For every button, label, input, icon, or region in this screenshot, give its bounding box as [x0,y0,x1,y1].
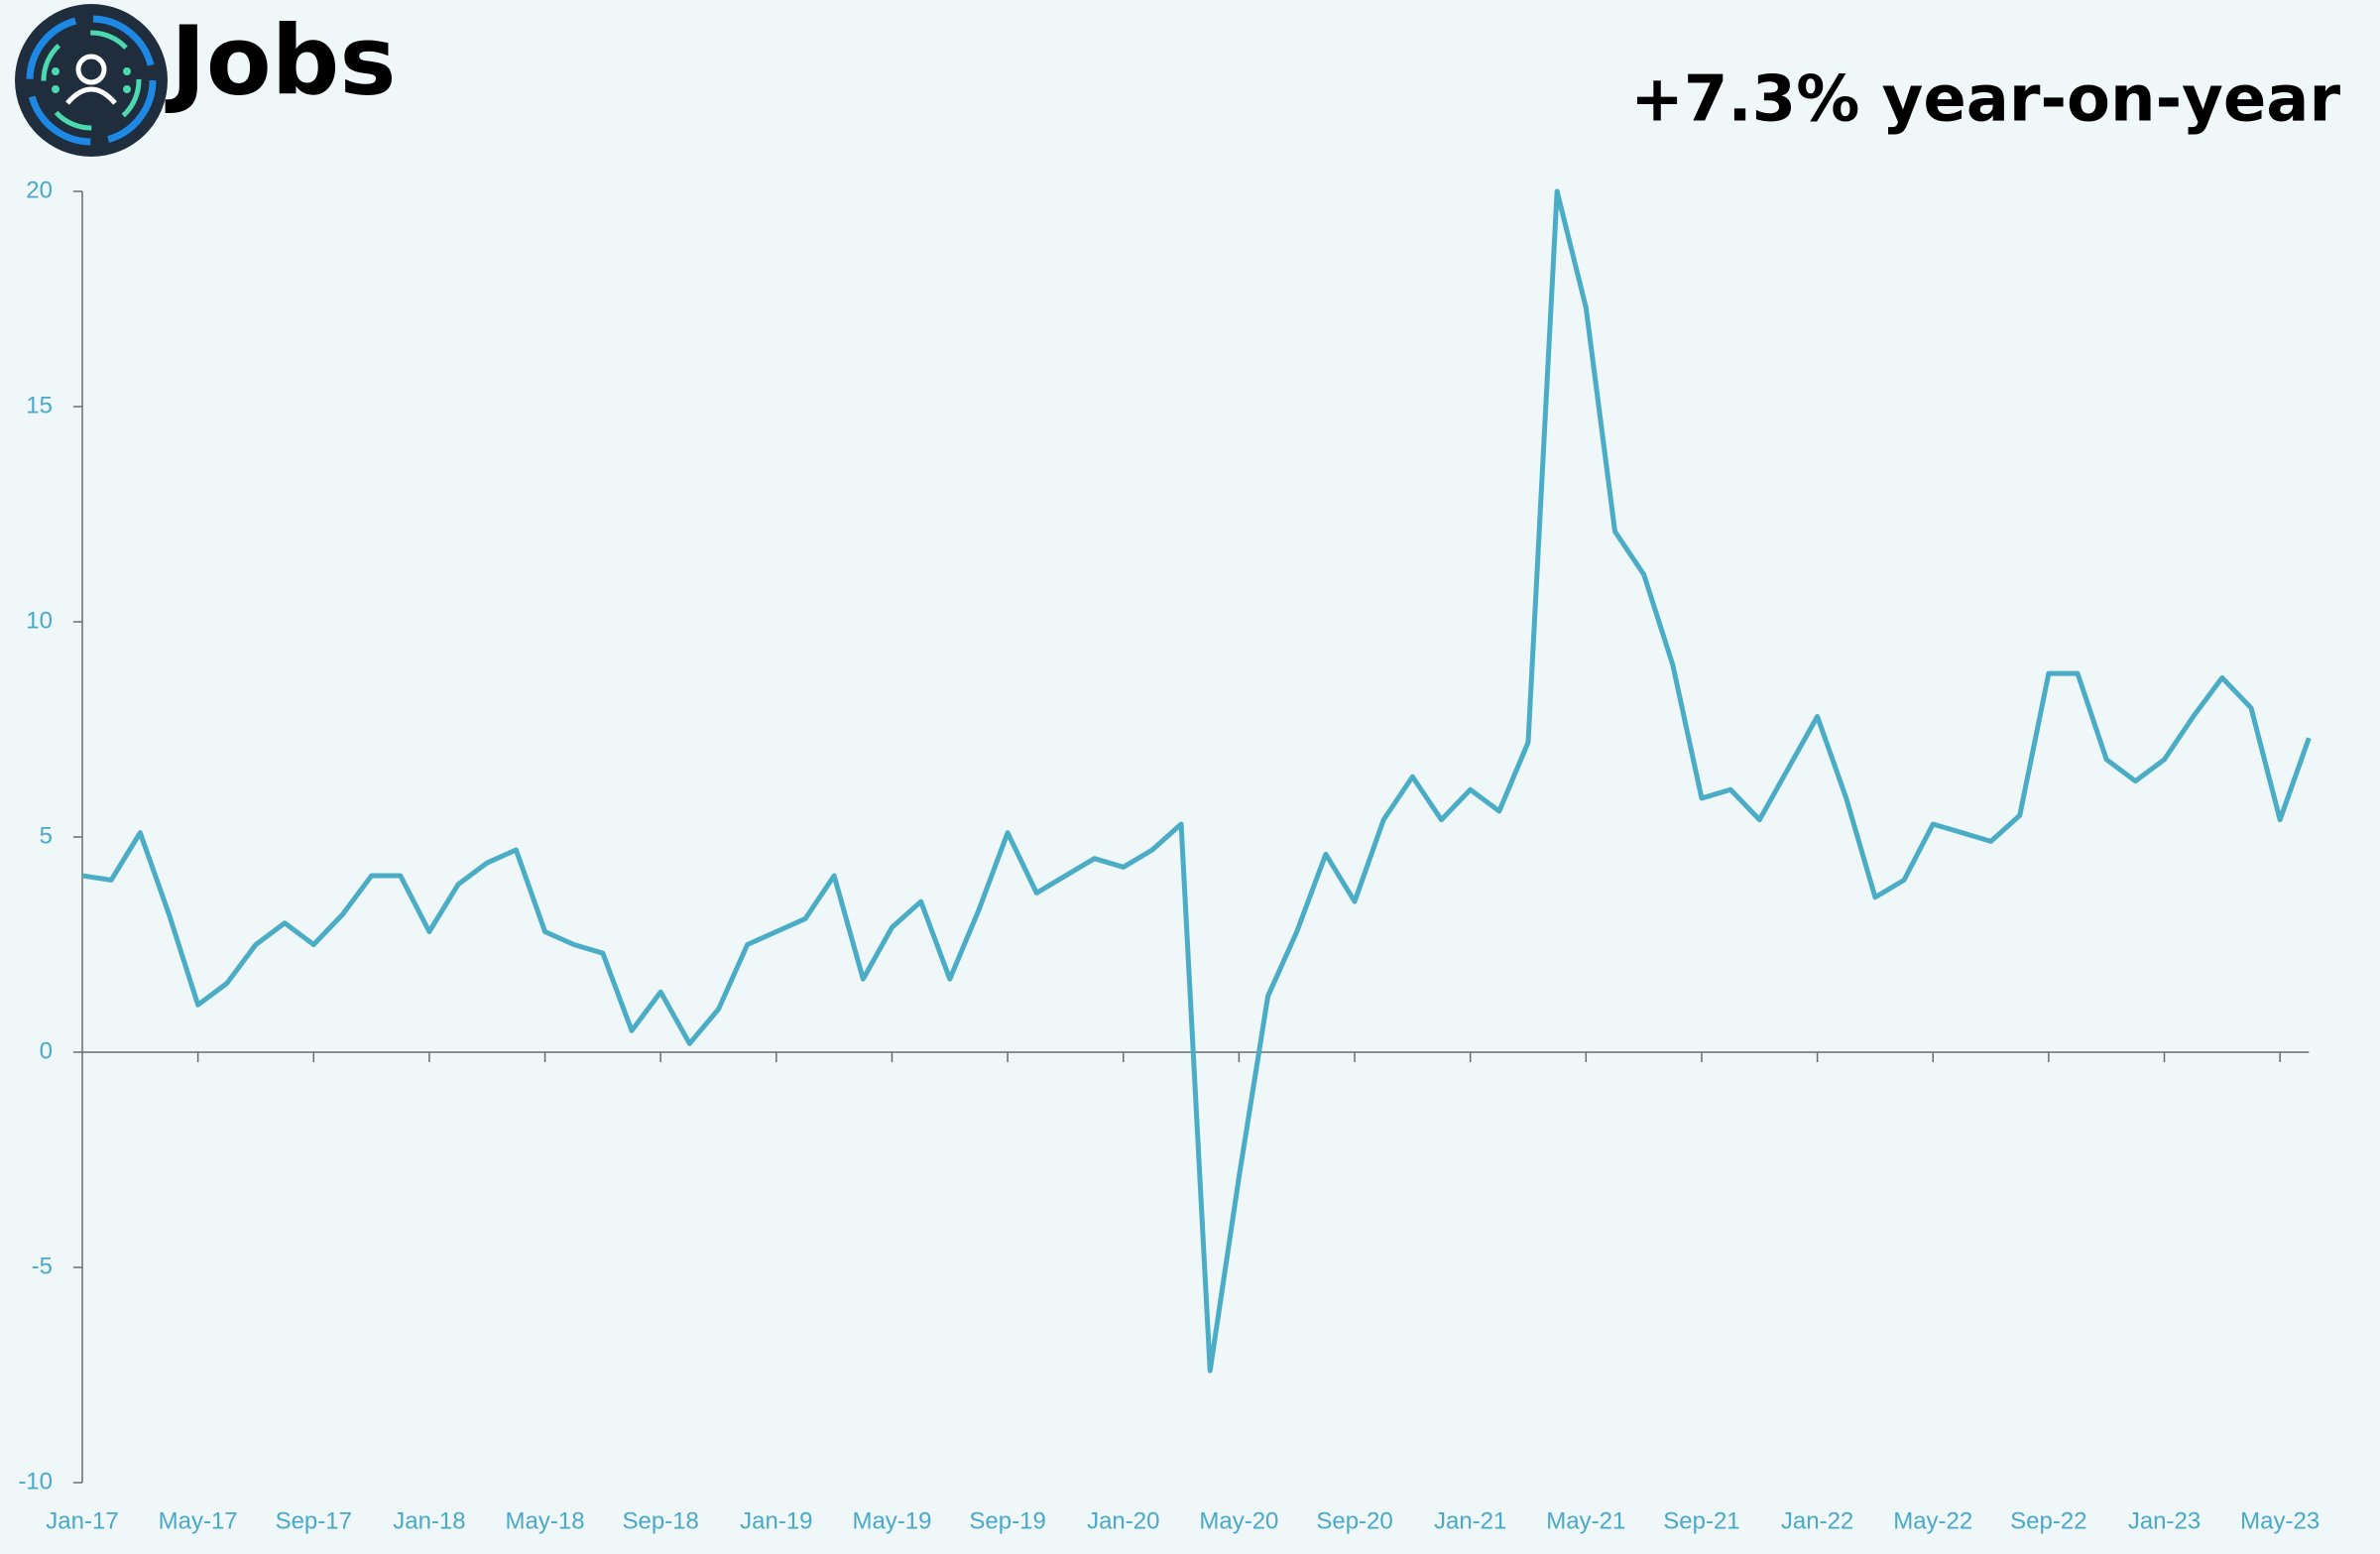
x-tick-label: May-22 [1893,1507,1972,1534]
line [81,188,2312,1374]
x-tick-label: May-23 [2240,1507,2320,1534]
x-tick-label: Sep-19 [969,1507,1045,1534]
x-tick-label: Sep-20 [1316,1507,1392,1534]
x-tick-label: Jan-21 [1434,1507,1506,1534]
chart-title: Jobs [165,5,397,116]
x-tick-label: Jan-22 [1781,1507,1853,1534]
x-tick-label: Sep-22 [2010,1507,2086,1534]
x-tick-label: May-17 [159,1507,238,1534]
logo [15,4,168,157]
x-tick-label: Sep-18 [623,1507,699,1534]
x-tick-label: Sep-17 [276,1507,352,1534]
x-tick-label: May-19 [852,1507,931,1534]
y-tick-label: -10 [18,1468,53,1494]
y-tick-label: -5 [32,1253,53,1279]
x-tick-label: May-18 [506,1507,585,1534]
y-tick-label: 10 [26,607,53,634]
x-tick-label: Jan-18 [393,1507,465,1534]
x-tick-label: Jan-20 [1087,1507,1159,1534]
y-tick-label: 20 [26,177,53,203]
x-tick-label: Jan-23 [2128,1507,2201,1534]
y-tick-label: 0 [40,1037,53,1064]
y-tick-label: 5 [40,822,53,849]
x-tick-label: May-20 [1199,1507,1278,1534]
subtitle: +7.3% year-on-year [1630,63,2340,137]
x-tick-label: Jan-19 [740,1507,812,1534]
x-tick-label: Jan-17 [46,1507,118,1534]
x-tick-label: Sep-21 [1663,1507,1739,1534]
y-tick-label: 15 [26,392,53,418]
x-tick-label: May-21 [1546,1507,1625,1534]
